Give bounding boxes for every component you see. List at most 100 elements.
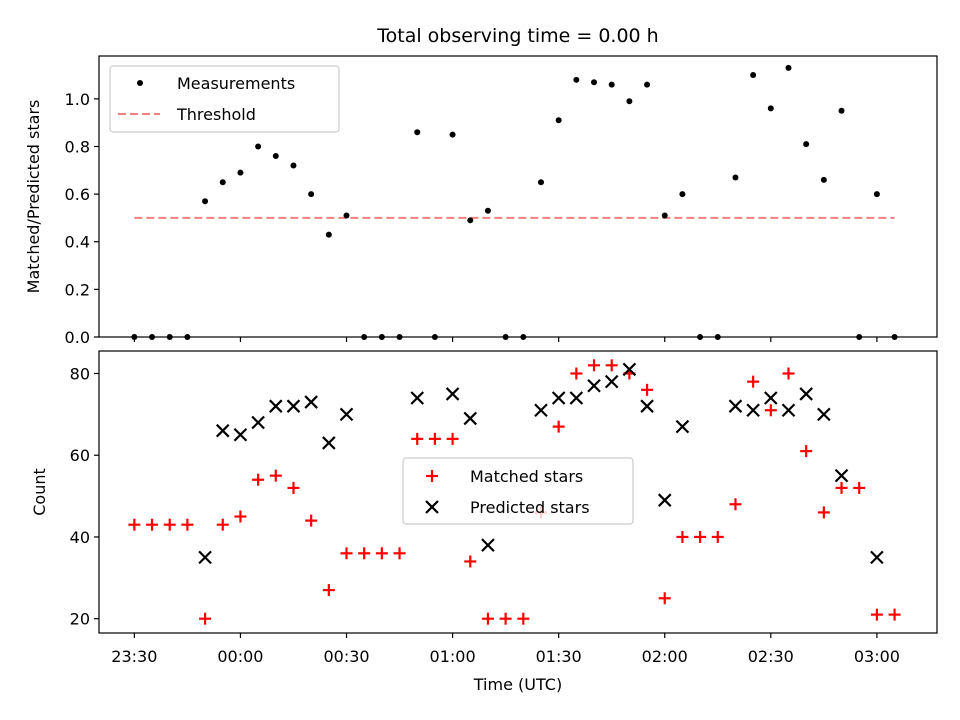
x-tick-label: 00:00 [217, 647, 263, 666]
predicted-star-point [587, 378, 601, 393]
predicted-star-point [604, 374, 619, 389]
predicted-star-point [463, 411, 478, 426]
predicted-star-point [622, 362, 637, 377]
predicted-star-point [728, 399, 743, 413]
matched-star-point [163, 518, 176, 531]
y-tick-label: 1.0 [65, 90, 90, 109]
predicted-star-point [481, 538, 495, 552]
measurement-point [414, 129, 421, 136]
measurement-point [750, 72, 757, 79]
y-tick-label: 80 [70, 364, 90, 383]
matched-star-point [817, 506, 830, 519]
ratio-plot-frame [98, 55, 938, 338]
ratio-legend: Measurements Threshold [109, 65, 340, 133]
matched-star-point [853, 481, 866, 494]
predicted-star-point [286, 399, 301, 413]
y-tick-label: 0.0 [65, 328, 90, 347]
count-legend-box [402, 457, 634, 525]
matched-star-point [234, 510, 247, 523]
matched-star-point [252, 473, 265, 486]
count-panel: 20 40 60 80 23:30 00:00 00:30 01:00 01:30 02:00 0… [30, 350, 938, 694]
matched-star-point [146, 518, 159, 531]
matched-star-point [199, 612, 212, 625]
predicted-star-point [834, 468, 849, 483]
predicted-star-point [657, 493, 672, 507]
matched-star-point [464, 555, 477, 568]
measurement-point [449, 131, 456, 138]
matched-star-point [870, 608, 883, 621]
matched-star-point [358, 547, 371, 560]
measurement-point [573, 76, 580, 83]
predicted-star-point [339, 407, 354, 422]
matched-star-point [446, 432, 459, 445]
measurement-point [644, 81, 651, 88]
matched-star-point [694, 530, 707, 543]
measurement-point [732, 174, 739, 181]
measurement-point [467, 217, 474, 224]
predicted-star-point [569, 391, 584, 405]
measurement-point [272, 153, 279, 160]
matched-star-point [181, 518, 194, 531]
legend-measurements-marker [137, 80, 143, 86]
y-tick-label: 0.8 [65, 137, 90, 156]
measurement-point [591, 79, 598, 86]
measurement-point [661, 212, 668, 219]
matched-star-point [340, 547, 353, 560]
matched-star-point [588, 359, 601, 372]
predicted-star-point [781, 403, 796, 418]
matched-star-point [747, 375, 760, 388]
matched-star-point [888, 608, 901, 621]
ratio-panel: 0.0 0.2 0.4 0.6 0.8 1.0 Matched/Predicted sta… [24, 55, 938, 347]
measurement-point [219, 179, 226, 186]
measurement-point [537, 179, 544, 186]
predicted-star-point [251, 415, 265, 430]
chart-title: Total observing time = 0.00 h [376, 25, 658, 47]
x-tick-label: 02:30 [748, 647, 794, 666]
matched-star-point [570, 367, 583, 380]
measurement-point [838, 107, 845, 114]
matched-star-point [764, 404, 777, 417]
measurement-point [237, 169, 244, 176]
legend-threshold-label: Threshold [176, 105, 256, 124]
matched-star-point [216, 518, 229, 531]
matched-star-point [552, 420, 565, 433]
y-tick-label: 0.6 [65, 185, 90, 204]
matched-star-point [676, 530, 689, 543]
measurement-point [626, 98, 633, 105]
predicted-star-point [233, 428, 248, 442]
measurement-point [308, 191, 315, 198]
matched-star-point [375, 547, 388, 560]
x-tick-label: 01:30 [536, 647, 582, 666]
predicted-star-point [198, 550, 212, 565]
measurement-point [785, 64, 792, 71]
x-tick-label: 23:30 [111, 647, 157, 666]
predicted-star-point [746, 403, 760, 418]
matched-star-point [481, 612, 494, 625]
measurement-point [484, 207, 491, 214]
predicted-star-point [675, 419, 690, 434]
matched-star-point [711, 530, 724, 543]
predicted-star-point [534, 403, 548, 418]
legend-predicted-label: Predicted stars [470, 498, 590, 517]
measurement-point [679, 191, 686, 198]
matched-star-point [517, 612, 530, 625]
predicted-star-point [551, 391, 566, 405]
predicted-star-point [799, 387, 813, 401]
predicted-star-point [215, 423, 230, 438]
predicted-star-point [304, 395, 318, 409]
x-tick-label: 01:00 [430, 647, 476, 666]
x-tick-label: 03:00 [854, 647, 900, 666]
measurement-point [343, 212, 350, 219]
measurement-point [255, 143, 262, 150]
count-y-axis-label: Count [30, 468, 49, 516]
legend-matched-label: Matched stars [470, 467, 583, 486]
y-tick-label: 0.4 [65, 233, 90, 252]
measurement-point [325, 231, 332, 238]
y-tick-label: 40 [70, 528, 90, 547]
matched-star-point [782, 367, 795, 380]
measurement-point [555, 117, 562, 124]
matched-star-point [305, 514, 318, 527]
predicted-star-point [322, 436, 336, 450]
matched-star-point [641, 383, 654, 396]
